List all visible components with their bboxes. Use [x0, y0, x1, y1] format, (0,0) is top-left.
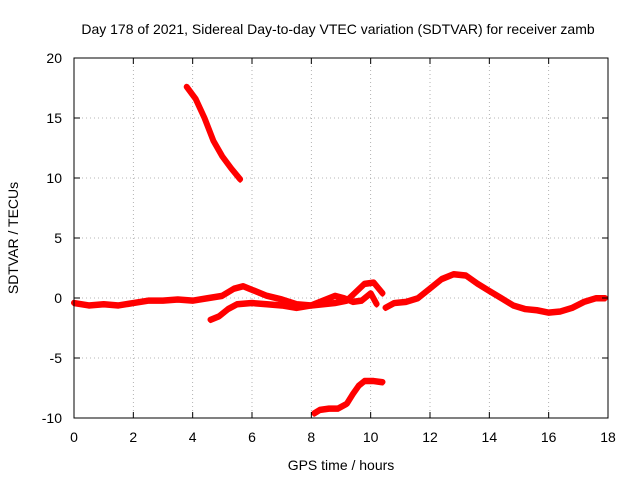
x-tick-label: 2	[129, 429, 137, 445]
x-tick-label: 18	[600, 429, 616, 445]
x-tick-label: 6	[248, 429, 256, 445]
series-main-trace-b	[207, 290, 380, 323]
series-main-trace-b-band	[209, 293, 379, 324]
x-tick-label: 8	[307, 429, 315, 445]
axis-ticks: 0 2 4 6 8 10 12 14 16 18 -10 -5 0 5 10 15 20	[42, 50, 616, 445]
grid	[74, 58, 608, 418]
x-tick-label: 12	[422, 429, 438, 445]
x-tick-label: 10	[363, 429, 379, 445]
x-tick-label: 16	[541, 429, 557, 445]
x-tick-label: 0	[70, 429, 78, 445]
y-tick-label: -5	[50, 350, 63, 366]
y-tick-label: 5	[54, 230, 62, 246]
x-axis-label: GPS time / hours	[288, 457, 395, 473]
series-lower-trace-band	[312, 381, 384, 417]
x-tick-label: 4	[189, 429, 197, 445]
series-main-trace-c-band	[384, 274, 607, 316]
series-lower-trace	[311, 377, 386, 417]
y-tick-label: 15	[46, 110, 62, 126]
y-tick-label: -10	[42, 410, 62, 426]
y-tick-label: 0	[54, 290, 62, 306]
series-main-trace-c	[382, 271, 608, 316]
data-series	[71, 83, 608, 417]
y-axis-label: SDTVAR / TECUs	[5, 182, 21, 294]
chart-title: Day 178 of 2021, Sidereal Day-to-day VTE…	[81, 21, 594, 37]
series-upper-trace-band	[185, 87, 242, 183]
y-tick-label: 20	[46, 50, 62, 66]
y-tick-label: 10	[46, 170, 62, 186]
x-tick-label: 14	[482, 429, 498, 445]
